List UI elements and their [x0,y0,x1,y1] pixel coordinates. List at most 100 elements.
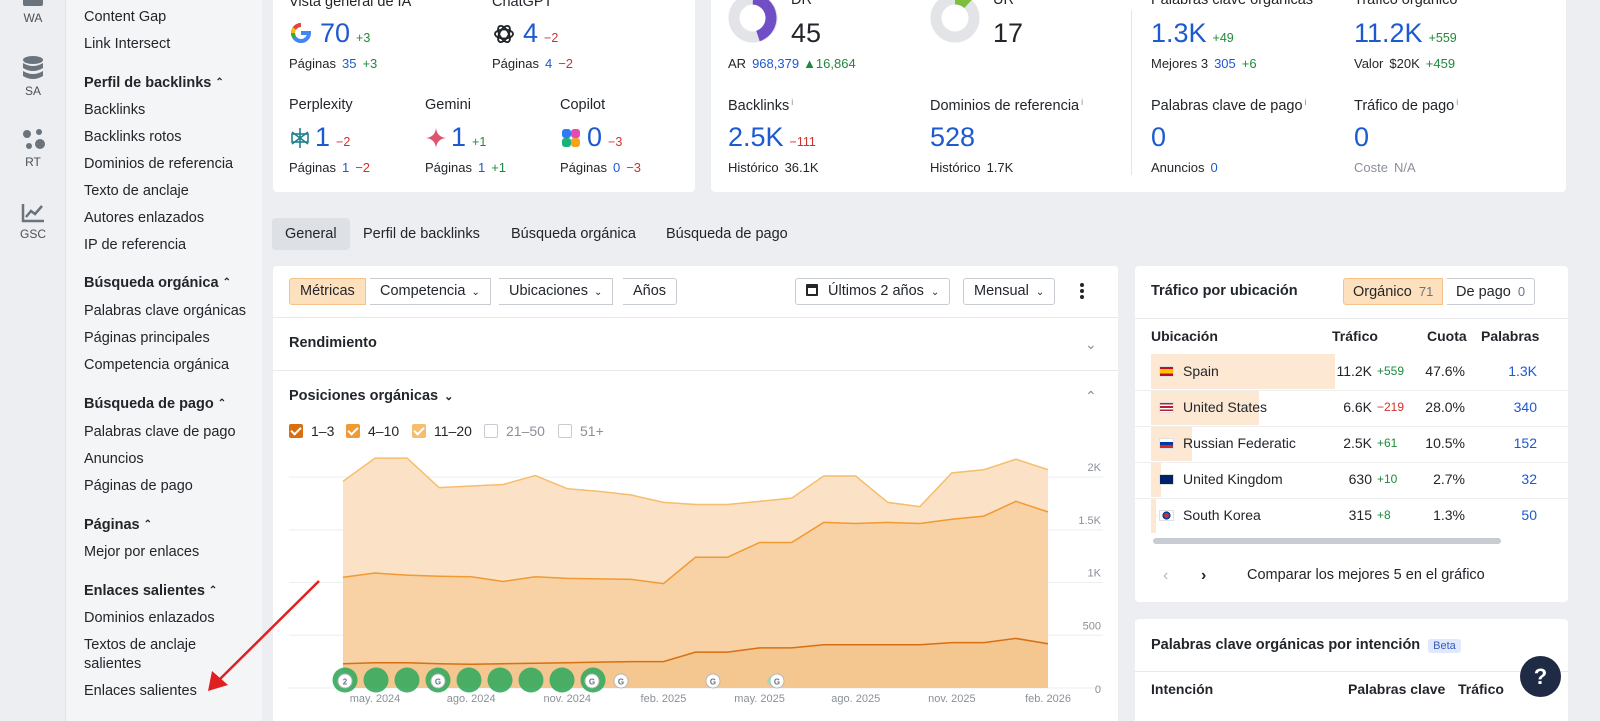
annotation-badge[interactable] [430,673,446,689]
annotation-badge[interactable] [584,673,600,689]
legend-4-10[interactable]: 4–10 [346,423,399,439]
interval-select[interactable]: Mensual ⌄ [963,278,1056,305]
col-share[interactable]: Cuota [1427,328,1467,344]
rail-sa[interactable]: SA [0,55,66,98]
pages-value[interactable]: 1 [341,160,350,175]
organic-traffic-value[interactable]: 11.2K +559 [1354,18,1457,53]
backlinks-value[interactable]: 2.5K −111 [728,122,816,157]
top3-value[interactable]: 305 [1214,56,1236,71]
info-icon[interactable]: i [1315,0,1317,1]
tab-backlink-profile[interactable]: Perfil de backlinks [363,226,480,242]
segment-locations[interactable]: Ubicaciones ⌄ [499,278,614,305]
nav-referring-ips[interactable]: IP de referencia [84,237,187,253]
segment-metrics[interactable]: Métricas [289,278,366,305]
info-icon[interactable]: i [1459,0,1461,1]
col-keywords[interactable]: Palabras [1481,328,1540,344]
nav-linked-domains[interactable]: Dominios enlazados [84,610,215,626]
table-row[interactable]: United Kingdom 630 +10 2.7% 32 [1135,462,1568,497]
pages-value[interactable]: 0 [612,160,621,175]
tab-paid-search[interactable]: Búsqueda de pago [666,226,788,242]
nav-paid-pages[interactable]: Páginas de pago [84,478,193,494]
chevron-up-icon[interactable]: ⌃ [1085,388,1097,404]
nav-section-outgoing[interactable]: Enlaces salientes ⌃ [84,583,217,599]
tab-organic-search[interactable]: Búsqueda orgánica [511,226,636,242]
pages-value[interactable]: 4 [544,56,553,71]
keywords-value[interactable]: 32 [1521,471,1537,487]
info-icon[interactable]: i [1456,97,1459,107]
keywords-value[interactable]: 1.3K [1508,363,1537,379]
paid-traffic-value[interactable]: 0 [1354,122,1370,152]
help-button[interactable]: ? [1520,656,1561,697]
horizontal-scrollbar[interactable] [1153,538,1501,544]
ar-value[interactable]: 968,379 [752,56,800,71]
ads-value[interactable]: 0 [1210,160,1218,175]
table-row[interactable]: United States 6.6K −219 28.0% 340 [1135,390,1568,425]
keywords-value[interactable]: 50 [1521,507,1537,523]
nav-backlinks[interactable]: Backlinks [84,102,146,118]
col-intent-traffic[interactable]: Tráfico [1458,681,1504,697]
nav-best-by-links[interactable]: Mejor por enlaces [84,544,200,560]
info-icon[interactable]: i [791,97,794,107]
organic-keywords-value[interactable]: 1.3K +49 [1151,18,1234,53]
nav-link-intersect[interactable]: Link Intersect [84,36,171,52]
more-options-icon[interactable] [1079,281,1085,301]
nav-content-gap[interactable]: Content Gap [84,9,167,25]
nav-section-pages[interactable]: Páginas ⌃ [84,517,152,533]
col-location[interactable]: Ubicación [1151,328,1218,344]
table-row[interactable]: South Korea 315 +8 1.3% 50 [1135,498,1568,533]
event-marker[interactable] [518,667,544,693]
pages-value[interactable]: 35 [341,56,357,71]
nav-organic-competitors[interactable]: Competencia orgánica [84,357,230,373]
annotation-badge[interactable] [769,673,785,689]
nav-outgoing-anchors[interactable]: Textos de anclaje salientes [84,637,197,672]
info-icon[interactable]: i [1081,97,1084,107]
table-row[interactable]: Russian Federatic 2.5K +61 10.5% 152 [1135,426,1568,461]
chevron-left-icon[interactable]: ‹ [1163,567,1169,584]
rail-wa[interactable]: WA [0,0,66,25]
legend-11-20[interactable]: 11–20 [412,423,472,439]
date-range-select[interactable]: Últimos 2 años ⌄ [795,278,951,305]
keywords-value[interactable]: 340 [1513,399,1537,415]
nav-referring-domains[interactable]: Dominios de referencia [84,156,234,172]
annotation-badge[interactable] [337,673,353,689]
info-icon[interactable]: i [814,0,816,1]
col-intent[interactable]: Intención [1151,681,1214,697]
segment-years[interactable]: Años [623,278,678,305]
nav-ads[interactable]: Anuncios [84,451,144,467]
toggle-organic[interactable]: Orgánico 71 [1343,278,1444,305]
nav-linked-authors[interactable]: Autores enlazados [84,210,205,226]
keywords-value[interactable]: 152 [1513,435,1537,451]
nav-section-organic[interactable]: Búsqueda orgánica ⌃ [84,275,231,291]
nav-outgoing-links[interactable]: Enlaces salientes [84,683,197,699]
annotation-badge[interactable] [613,673,629,689]
legend-21-50[interactable]: 21–50 [484,423,545,439]
table-row[interactable]: Spain 11.2K +559 47.6% 1.3K [1135,354,1568,389]
nav-top-pages[interactable]: Páginas principales [84,330,210,346]
event-marker[interactable] [394,667,420,693]
paid-keywords-value[interactable]: 0 [1151,122,1167,152]
section-organic-positions[interactable]: Posiciones orgánicas ⌄ [289,388,453,404]
legend-1-3[interactable]: 1–3 [289,423,334,439]
nav-organic-keywords[interactable]: Palabras clave orgánicas [84,303,247,319]
col-intent-keywords[interactable]: Palabras clave [1348,681,1446,697]
event-marker[interactable] [363,667,389,693]
nav-anchors[interactable]: Texto de anclaje [84,183,189,199]
tab-general[interactable]: General [272,218,350,250]
rail-rt[interactable]: RT [0,128,66,169]
segment-competition[interactable]: Competencia ⌄ [370,278,491,305]
info-icon[interactable]: i [1016,0,1018,1]
organic-positions-chart[interactable]: 2K 1.5K 1K 500 0 may. 2024 ago. 2024 nov. 2024 f… [273,456,1118,706]
toggle-paid[interactable]: De pago 0 [1447,278,1536,305]
nav-section-backlinks[interactable]: Perfil de backlinks ⌃ [84,75,224,91]
info-icon[interactable]: i [1304,97,1307,107]
nav-paid-keywords[interactable]: Palabras clave de pago [84,424,236,440]
ai-overview-value[interactable]: 70 +3 [320,18,370,53]
event-marker[interactable] [549,667,575,693]
gemini-value[interactable]: 1 +1 [451,122,486,157]
pages-value[interactable]: 1 [477,160,486,175]
copilot-value[interactable]: 0 −3 [587,122,622,157]
chevron-down-icon[interactable]: ⌄ [1085,336,1097,352]
event-marker[interactable] [487,667,513,693]
perplexity-value[interactable]: 1 −2 [315,122,350,157]
legend-51-plus[interactable]: 51+ [558,423,604,439]
